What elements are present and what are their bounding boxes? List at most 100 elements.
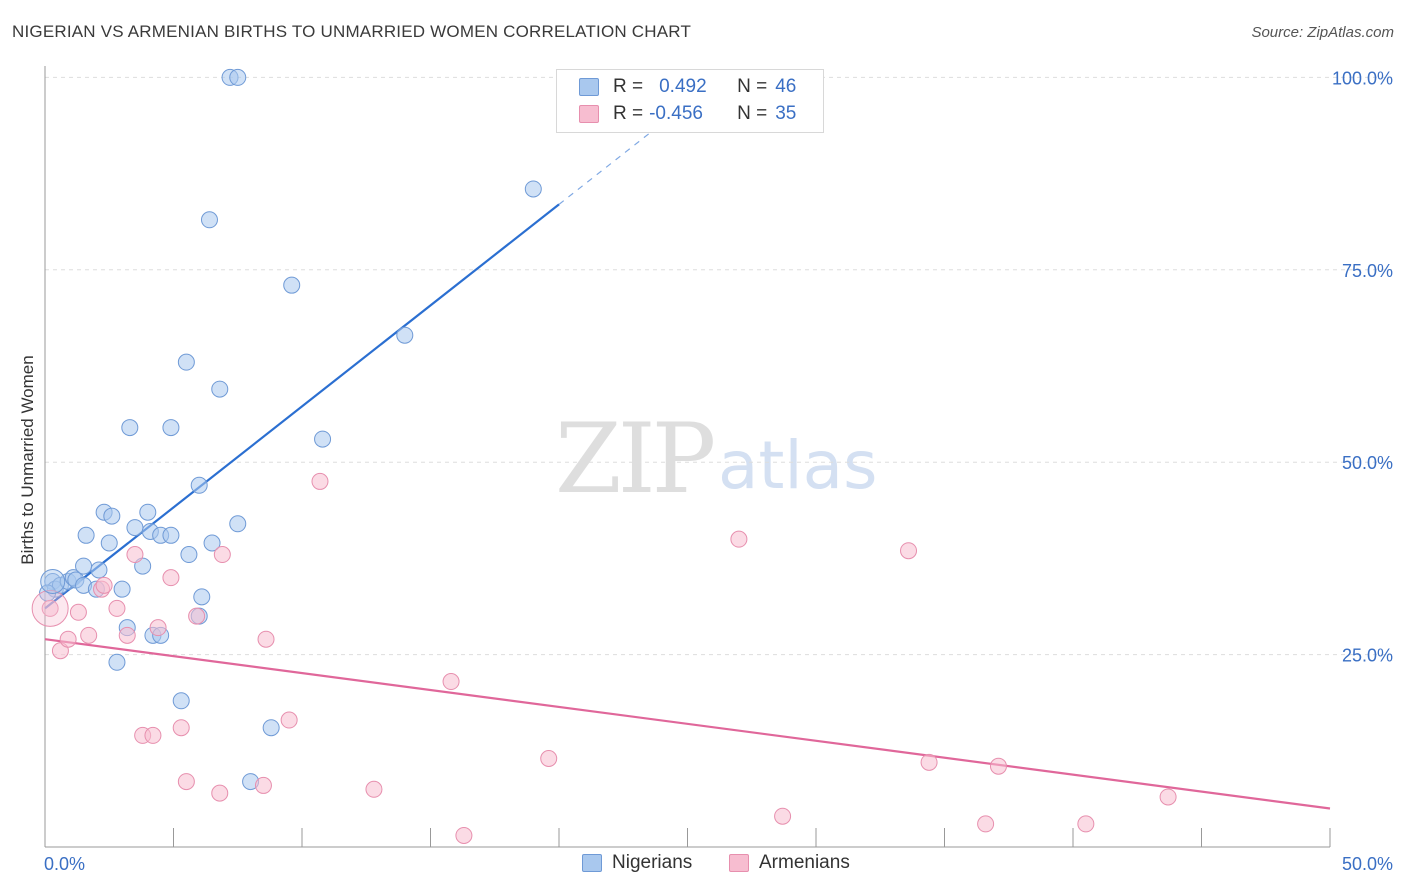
nigerians-point [177, 353, 195, 371]
nigerians-point [113, 580, 131, 598]
armenians-point [311, 472, 329, 490]
armenians-point [977, 815, 995, 833]
armenians-point [118, 626, 136, 644]
legend-label: Armenians [759, 852, 850, 873]
armenians-point [920, 753, 938, 771]
y-tick-label: 100.0% [1332, 68, 1393, 88]
nigerians-point [262, 719, 280, 737]
armenians-point [540, 749, 558, 767]
armenians-point [177, 773, 195, 791]
y-tick-label: 50.0% [1342, 453, 1393, 473]
stat-row-armenians: R = -0.456 N = 35 [579, 101, 796, 127]
armenians-point [1077, 815, 1095, 833]
nigerians-point [193, 588, 211, 606]
armenians-point [41, 599, 59, 617]
nigerians-point [90, 561, 108, 579]
armenians-point [188, 607, 206, 625]
armenians-point [172, 719, 190, 737]
watermark-atlas: atlas [718, 427, 878, 504]
armenians-cluster-point [31, 589, 69, 627]
armenians-point [108, 599, 126, 617]
nigerians-point [126, 519, 144, 537]
nigerians-point [283, 276, 301, 294]
n-value: 46 [775, 76, 797, 97]
data-points [31, 68, 1177, 844]
r-value: -0.456 [649, 103, 703, 124]
nigerians-point [200, 211, 218, 229]
watermark-zip: ZIP [555, 403, 714, 515]
tick-labels: 25.0% 50.0% 75.0% 100.0% 0.0% 50.0% [44, 68, 1393, 874]
watermark: ZIP atlas [555, 403, 878, 515]
nigerians-point [77, 526, 95, 544]
y-tick-label: 25.0% [1342, 646, 1393, 666]
nigerians-trend-line [44, 203, 560, 610]
legend-label: Nigerians [612, 852, 693, 873]
nigerians-point [103, 507, 121, 525]
r-value: 0.492 [659, 76, 707, 97]
armenians-point [455, 826, 473, 844]
nigerians-point [162, 419, 180, 437]
r-label: R = [613, 103, 644, 124]
nigerians-swatch-icon [579, 78, 599, 96]
legend-item-nigerians[interactable]: Nigerians [582, 852, 692, 874]
armenians-point [900, 542, 918, 560]
source-credit: Source: ZipAtlas.com [1251, 24, 1394, 41]
correlation-stats-box: R = 0.492 N = 46 R = -0.456 N = 35 [556, 69, 824, 133]
nigerians-point [229, 515, 247, 533]
armenians-trend-line [44, 638, 1331, 810]
armenians-point [69, 603, 87, 621]
armenians-point [254, 776, 272, 794]
nigerians-trend-extension [558, 123, 663, 205]
chart-title: NIGERIAN VS ARMENIAN BIRTHS TO UNMARRIED… [12, 22, 692, 41]
axes [44, 66, 1331, 848]
nigerians-point [172, 692, 190, 710]
r-label: R = [613, 76, 644, 97]
armenians-point [211, 784, 229, 802]
armenians-point [365, 780, 383, 798]
armenians-swatch-icon [579, 105, 599, 123]
armenians-point [730, 530, 748, 548]
nigerians-point [314, 430, 332, 448]
armenians-point [280, 711, 298, 729]
armenians-point [162, 569, 180, 587]
armenians-point [95, 576, 113, 594]
armenians-point [59, 630, 77, 648]
nigerians-point [121, 419, 139, 437]
nigerians-point [524, 180, 542, 198]
nigerians-point [396, 326, 414, 344]
nigerians-point [139, 503, 157, 521]
x-tick-label-max: 50.0% [1342, 854, 1393, 874]
armenians-point [213, 546, 231, 564]
nigerians-point [162, 526, 180, 544]
nigerians-legend-icon [582, 854, 602, 872]
armenians-point [126, 546, 144, 564]
trend-lines [44, 123, 1331, 810]
armenians-point [149, 619, 167, 637]
armenians-legend-icon [729, 854, 749, 872]
nigerians-point [75, 557, 93, 575]
nigerians-cluster-point [40, 568, 66, 594]
y-tick-label: 75.0% [1342, 261, 1393, 281]
armenians-point [989, 757, 1007, 775]
armenians-point [257, 630, 275, 648]
armenians-point [144, 726, 162, 744]
x-tick-label-min: 0.0% [44, 854, 85, 874]
nigerians-point [180, 546, 198, 564]
nigerians-point [229, 68, 247, 86]
nigerians-point [203, 534, 221, 552]
n-label: N = [737, 103, 768, 124]
n-value: 35 [775, 103, 797, 124]
stat-row-nigerians: R = 0.492 N = 46 [579, 74, 796, 100]
armenians-point [774, 807, 792, 825]
nigerians-point [100, 534, 118, 552]
n-label: N = [737, 76, 768, 97]
nigerians-point [190, 476, 208, 494]
armenians-point [1159, 788, 1177, 806]
armenians-point [442, 673, 460, 691]
legend-item-armenians[interactable]: Armenians [729, 852, 850, 874]
gridlines [45, 76, 1392, 656]
nigerians-point [211, 380, 229, 398]
nigerians-point [108, 653, 126, 671]
armenians-point [80, 626, 98, 644]
